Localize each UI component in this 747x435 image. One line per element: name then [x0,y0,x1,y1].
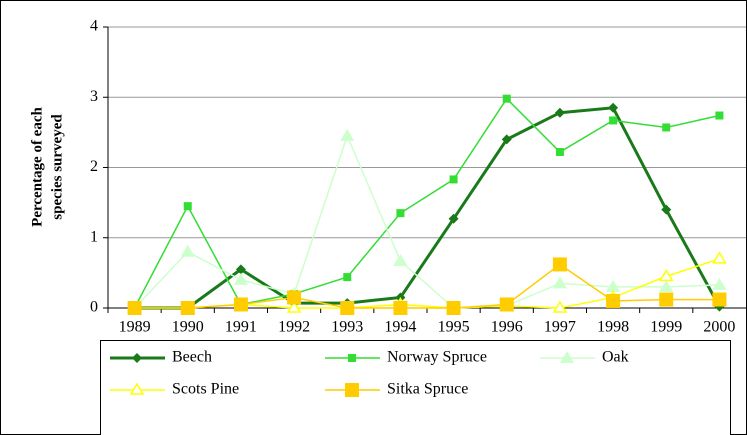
point [449,175,458,184]
legend-marker [560,351,574,363]
point [555,148,564,157]
point [501,134,512,145]
legend-label: Oak [602,349,629,366]
point [343,273,352,282]
y-axis-label: Percentage of each [29,107,45,227]
y-tick-label: 1 [90,228,98,245]
y-tick-label: 0 [90,299,98,316]
y-tick-label: 3 [90,88,98,105]
point [235,264,246,275]
point [554,107,565,118]
series-line [134,133,720,309]
point [662,123,671,132]
point [183,202,192,211]
x-tick-label: 2000 [703,319,735,336]
legend-label: Norway Spruce [387,349,487,366]
point [393,301,408,315]
x-tick-label: 1994 [384,319,416,336]
point [659,292,674,307]
point [340,128,355,141]
point [448,213,459,224]
point [552,276,567,289]
x-tick-label: 1998 [597,319,629,336]
legend-label: Beech [172,349,212,366]
legend-marker [129,382,145,395]
x-tick-label: 1995 [438,319,470,336]
point [233,272,248,285]
point [659,279,674,292]
point [180,244,195,257]
point [499,297,514,312]
point [502,94,511,103]
x-tick-label: 1999 [650,319,682,336]
legend-box [100,340,731,435]
point [552,257,567,272]
point [286,300,302,313]
x-tick-label: 1992 [278,319,310,336]
series-line [134,263,720,309]
point [393,253,408,266]
point [715,111,724,120]
x-tick-label: 1989 [119,319,151,336]
x-tick-label: 1991 [225,319,257,336]
point [608,102,619,113]
legend-marker [348,354,356,362]
legend-marker [345,383,359,397]
point [712,251,727,264]
point [712,292,727,307]
point [552,300,568,313]
y-axis-label: species surveyed [49,114,65,220]
legend-label: Sitka Spruce [387,381,468,398]
point [606,279,621,292]
point [396,209,405,218]
y-tick-label: 4 [90,18,98,35]
point [606,293,621,308]
point [658,268,674,282]
x-tick-label: 1997 [544,319,576,336]
x-tick-label: 1993 [331,319,363,336]
legend-marker [132,353,142,363]
point [233,297,248,312]
series-line [133,97,720,309]
x-tick-label: 1990 [172,319,204,336]
point [340,301,355,315]
point [446,301,461,315]
x-tick-label: 1996 [491,319,523,336]
legend-label: Scots Pine [172,381,239,398]
point [127,301,142,315]
point [287,290,302,305]
point [180,301,195,315]
point [712,277,727,290]
point [609,116,618,125]
y-tick-label: 2 [90,158,98,175]
point [661,204,672,215]
